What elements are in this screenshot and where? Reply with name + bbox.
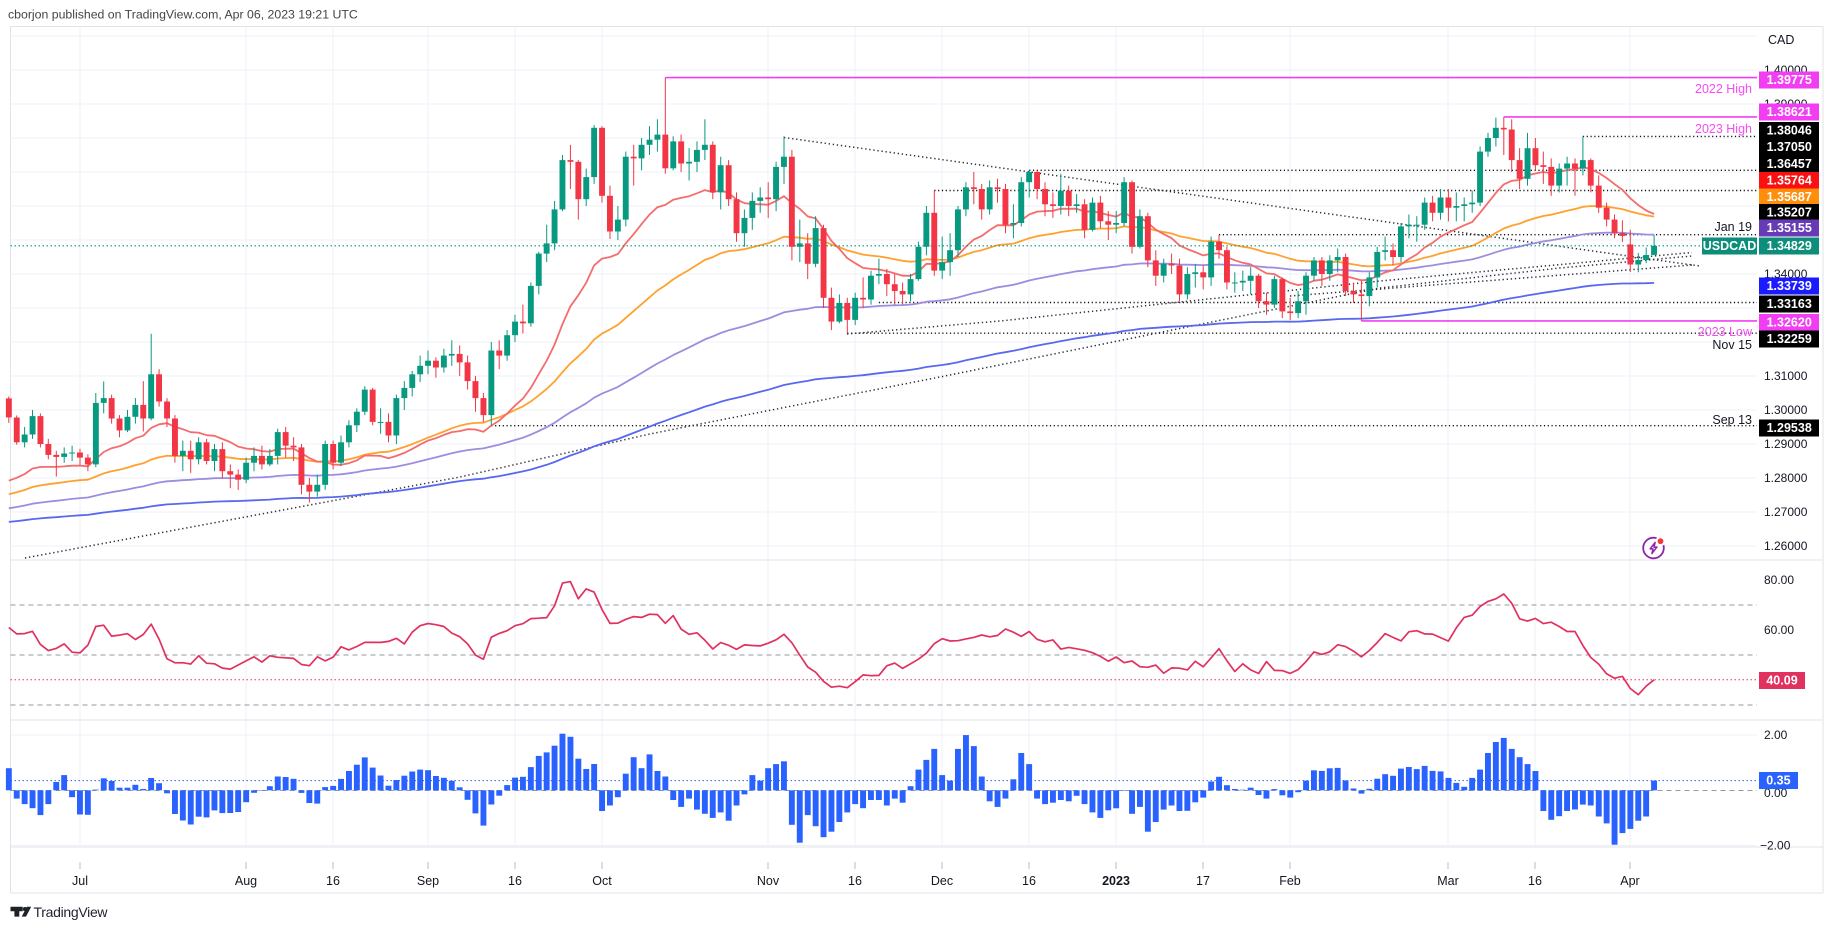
svg-text:80.00: 80.00 [1764,573,1794,587]
svg-text:USDCAD: USDCAD [1703,239,1756,253]
svg-text:1.33163: 1.33163 [1767,297,1812,311]
svg-text:Sep: Sep [417,874,439,888]
svg-text:Feb: Feb [1279,874,1301,888]
svg-text:CAD: CAD [1768,33,1794,47]
svg-text:1.28000: 1.28000 [1764,471,1808,485]
svg-text:Jan 19: Jan 19 [1714,220,1752,234]
svg-text:1.34829: 1.34829 [1767,239,1812,253]
svg-text:16: 16 [1528,874,1542,888]
svg-text:1.38621: 1.38621 [1767,105,1812,119]
svg-text:1.29538: 1.29538 [1767,421,1812,435]
svg-text:2023 Low: 2023 Low [1698,325,1753,339]
svg-text:2.00: 2.00 [1764,728,1788,742]
svg-text:1.36457: 1.36457 [1767,157,1812,171]
svg-text:1.33739: 1.33739 [1767,279,1812,293]
svg-text:60.00: 60.00 [1764,623,1794,637]
svg-text:1.31000: 1.31000 [1764,369,1808,383]
svg-text:1.35764: 1.35764 [1767,174,1812,188]
svg-text:1.27000: 1.27000 [1764,505,1808,519]
svg-text:2023: 2023 [1102,874,1130,888]
svg-text:1.35155: 1.35155 [1767,221,1812,235]
svg-text:2022 High: 2022 High [1695,82,1752,96]
svg-text:−2.00: −2.00 [1760,839,1791,853]
svg-text:Aug: Aug [235,874,257,888]
svg-text:cborjon published on TradingVi: cborjon published on TradingView.com, Ap… [8,8,358,22]
svg-text:1.37050: 1.37050 [1767,140,1812,154]
svg-text:1.35207: 1.35207 [1767,206,1812,220]
svg-text:2023 High: 2023 High [1695,122,1752,136]
svg-text:Nov: Nov [757,874,780,888]
svg-text:16: 16 [508,874,522,888]
svg-text:1.26000: 1.26000 [1764,539,1808,553]
svg-text:16: 16 [1022,874,1036,888]
svg-text:0.00: 0.00 [1764,786,1788,800]
svg-text:Dec: Dec [931,874,953,888]
svg-text:1.32259: 1.32259 [1767,332,1812,346]
svg-text:16: 16 [848,874,862,888]
svg-text:Apr: Apr [1620,874,1639,888]
svg-text:Jul: Jul [72,874,88,888]
svg-text:Sep 13: Sep 13 [1712,413,1752,427]
svg-text:Oct: Oct [592,874,612,888]
svg-text:0.35: 0.35 [1766,774,1790,788]
svg-text:1.35687: 1.35687 [1767,190,1812,204]
svg-text:1.38046: 1.38046 [1767,124,1812,138]
svg-text:1.30000: 1.30000 [1764,403,1808,417]
svg-text:Mar: Mar [1437,874,1459,888]
svg-text:1.32620: 1.32620 [1767,316,1812,330]
svg-text:16: 16 [326,874,340,888]
svg-text:1.39775: 1.39775 [1767,73,1812,87]
svg-text:1.29000: 1.29000 [1764,437,1808,451]
svg-text:17: 17 [1196,874,1210,888]
svg-text:40.09: 40.09 [1766,674,1797,688]
svg-text:Nov 15: Nov 15 [1712,338,1752,352]
svg-text:TradingView: TradingView [34,904,109,920]
